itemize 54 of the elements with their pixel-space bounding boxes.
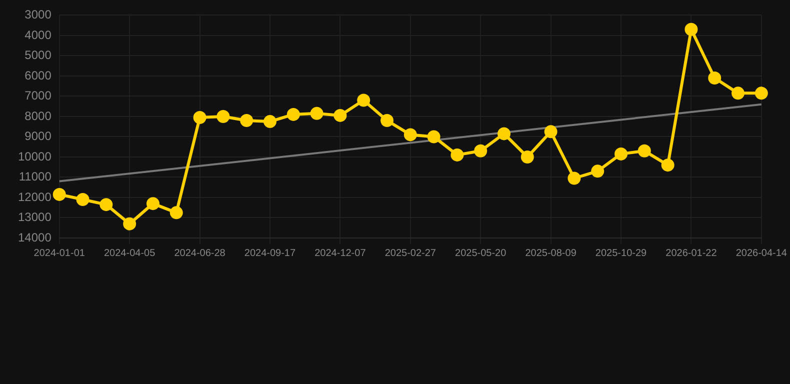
point [404, 128, 417, 142]
x-tick-label: 2024-12-07 [314, 248, 366, 259]
point [310, 106, 324, 120]
y-tick-label: 12000 [18, 190, 52, 204]
point [754, 86, 768, 100]
x-tick-label: 2026-01-22 [666, 248, 718, 259]
point [732, 86, 745, 100]
y-tick-label: 11000 [18, 170, 52, 184]
y-tick-label: 14000 [18, 230, 52, 244]
y-tick-label: 6000 [24, 68, 52, 82]
y-tick-label: 5000 [24, 48, 52, 62]
x-tick-label: 2026-04-14 [736, 248, 788, 259]
point [334, 108, 347, 122]
point [240, 114, 254, 128]
point [123, 217, 136, 230]
point [684, 22, 698, 36]
point [544, 125, 558, 138]
x-tick-label: 2025-08-09 [525, 248, 577, 259]
point [614, 147, 628, 160]
x-tick-label: 2024-04-05 [104, 248, 156, 259]
y-tick-label: 3000 [24, 8, 52, 22]
point [661, 158, 674, 172]
point [638, 144, 651, 158]
point [146, 197, 160, 210]
point [357, 94, 370, 107]
point [708, 71, 722, 84]
y-tick-label: 13000 [18, 210, 52, 224]
point [474, 144, 488, 158]
x-tick-label: 2024-09-17 [244, 248, 296, 259]
x-tick-label: 2025-02-27 [384, 248, 436, 259]
x-tick-label: 2025-05-20 [455, 248, 507, 259]
point [498, 127, 511, 140]
point [427, 130, 440, 144]
point [568, 172, 581, 185]
x-tick-label: 2024-01-01 [34, 248, 86, 259]
y-tick-label: 9000 [24, 129, 52, 144]
point [193, 110, 206, 124]
point [170, 206, 183, 220]
point [520, 150, 534, 164]
y-tick-label: 8000 [24, 108, 52, 123]
point [216, 110, 230, 123]
x-tick-label: 2024-06-28 [174, 248, 226, 259]
y-tick-label: 4000 [24, 28, 52, 42]
y-tick-label: 7000 [24, 88, 52, 103]
point [380, 114, 394, 128]
point [52, 188, 66, 201]
point [591, 164, 604, 178]
point [76, 193, 90, 206]
point [100, 198, 113, 212]
point [263, 115, 276, 128]
point [286, 108, 300, 121]
point [450, 148, 464, 162]
y-tick-label: 10000 [18, 149, 52, 164]
x-tick-label: 2025-10-29 [595, 248, 648, 259]
